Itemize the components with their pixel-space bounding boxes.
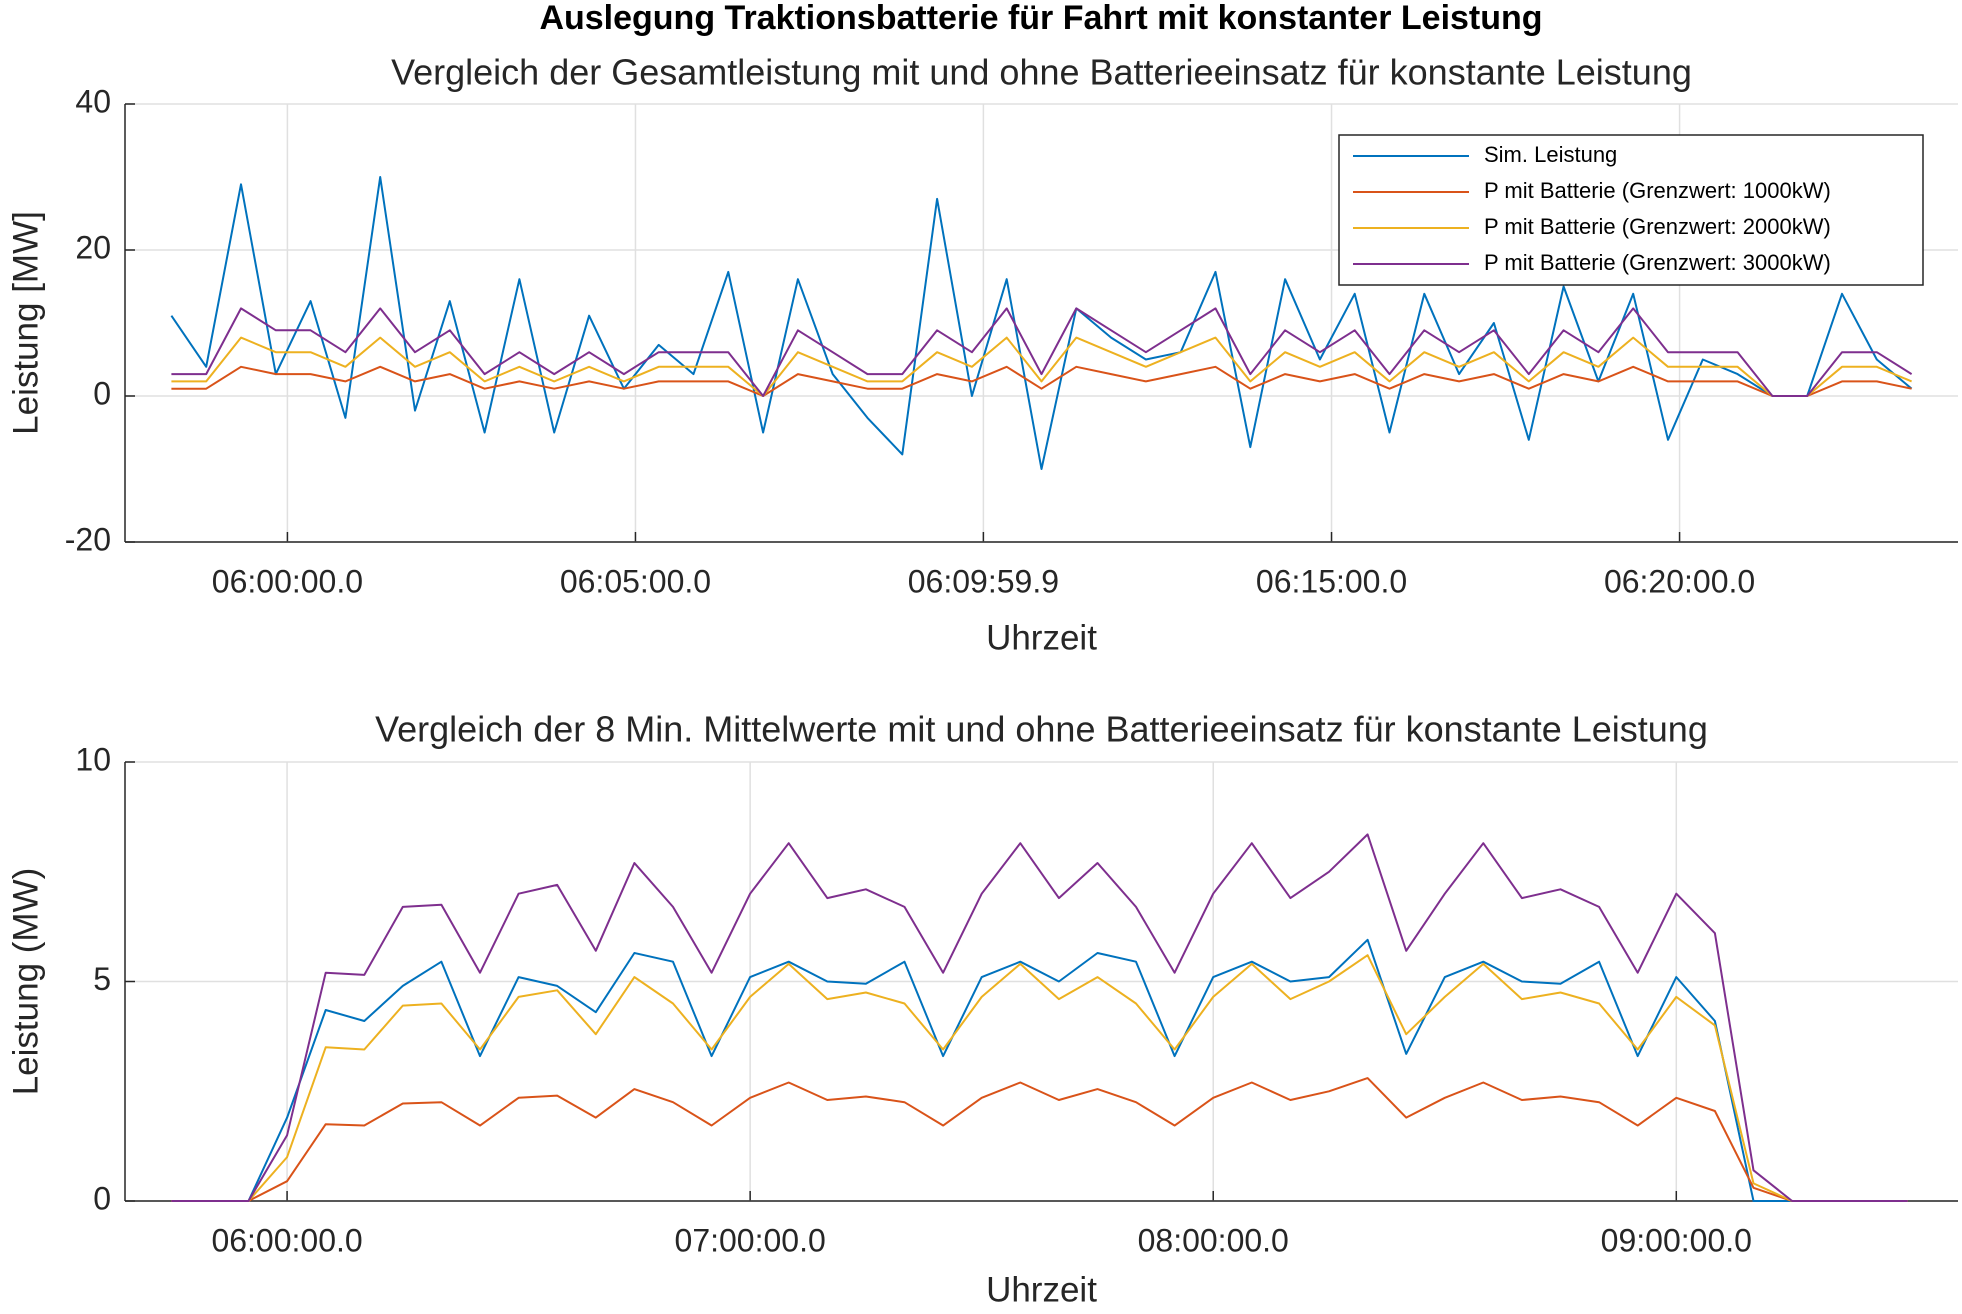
x-tick-label: 06:00:00.0	[211, 1222, 362, 1258]
data-line	[171, 1077, 1908, 1202]
x-tick-label: 07:00:00.0	[675, 1222, 826, 1258]
chart-title: Vergleich der Gesamtleistung mit und ohn…	[391, 52, 1692, 93]
y-tick-label: 0	[93, 1180, 111, 1216]
x-axis-label: Uhrzeit	[986, 1270, 1097, 1309]
x-tick-label: 06:15:00.0	[1256, 563, 1407, 599]
y-tick-label: -20	[65, 521, 111, 557]
legend-label: P mit Batterie (Grenzwert: 2000kW)	[1484, 214, 1831, 239]
x-tick-label: 08:00:00.0	[1138, 1222, 1289, 1258]
x-tick-label: 06:09:59.9	[908, 563, 1059, 599]
y-axis-label: Leistung [MW]	[6, 211, 45, 435]
figure-title: Auslegung Traktionsbatterie für Fahrt mi…	[539, 0, 1542, 37]
y-tick-label: 20	[75, 229, 111, 265]
x-tick-label: 06:20:00.0	[1604, 563, 1755, 599]
chart-title: Vergleich der 8 Min. Mittelwerte mit und…	[375, 709, 1708, 750]
y-tick-label: 0	[93, 375, 111, 411]
y-tick-label: 10	[75, 741, 111, 777]
data-line	[171, 307, 1913, 397]
data-line	[171, 938, 1908, 1202]
x-tick-label: 06:05:00.0	[560, 563, 711, 599]
x-tick-label: 09:00:00.0	[1601, 1222, 1752, 1258]
y-tick-label: 40	[75, 83, 111, 119]
x-tick-label: 06:00:00.0	[212, 563, 363, 599]
y-tick-label: 5	[93, 961, 111, 997]
legend-label: Sim. Leistung	[1484, 142, 1617, 167]
legend-label: P mit Batterie (Grenzwert: 3000kW)	[1484, 250, 1831, 275]
x-axis-label: Uhrzeit	[986, 618, 1097, 657]
legend-label: P mit Batterie (Grenzwert: 1000kW)	[1484, 178, 1831, 203]
y-axis-label: Leistung (MW)	[6, 868, 45, 1096]
data-line	[171, 833, 1908, 1202]
data-line	[171, 336, 1912, 397]
data-line	[171, 365, 1912, 397]
legend-box	[1338, 134, 1924, 286]
data-line	[171, 954, 1908, 1202]
